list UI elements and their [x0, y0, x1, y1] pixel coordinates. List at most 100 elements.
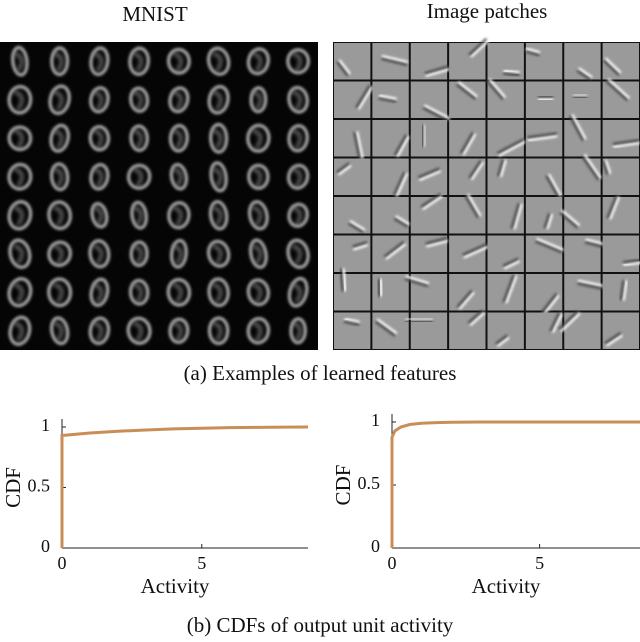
- patch-edge: [394, 172, 409, 197]
- feature-blob: [206, 239, 231, 268]
- feature-blob: [130, 200, 149, 230]
- feature-blob: [89, 86, 110, 114]
- patch-edge: [559, 311, 581, 333]
- patch-edge: [420, 192, 442, 208]
- patch-tile: [334, 312, 371, 349]
- cdf-line: [60, 425, 309, 548]
- patch-tile: [602, 274, 639, 311]
- patch-tile: [564, 197, 601, 234]
- feature-blob: [49, 162, 70, 192]
- patch-tile: [487, 158, 524, 195]
- y-tick-label: 0: [41, 536, 50, 556]
- patch-edge: [352, 241, 368, 248]
- patch-edge: [466, 193, 482, 218]
- feature-stroke: [212, 244, 222, 265]
- feature-blob: [129, 86, 150, 113]
- feature-stroke: [291, 244, 302, 265]
- patch-edge: [603, 159, 612, 175]
- patch-edge: [458, 291, 475, 310]
- patch-edge: [425, 239, 449, 248]
- patch-edge: [570, 114, 587, 141]
- patch-edge: [378, 94, 397, 101]
- patch-edge: [337, 163, 352, 176]
- patch-edge: [622, 258, 640, 264]
- feature-blob: [7, 199, 33, 231]
- patch-tile: [449, 274, 486, 311]
- patch-edge: [577, 67, 593, 79]
- patch-edge: [606, 195, 618, 219]
- feature-stroke: [291, 129, 302, 149]
- feature-stroke: [92, 321, 103, 342]
- feature-blob: [7, 125, 33, 152]
- feature-blob: [88, 125, 111, 152]
- patch-edge: [423, 104, 451, 121]
- feature-blob: [169, 162, 189, 191]
- feature-blob: [88, 239, 111, 269]
- y-tick-label: 0.5: [358, 473, 381, 493]
- feature-stroke: [92, 206, 103, 226]
- feature-stroke: [291, 90, 302, 111]
- patch-edge: [577, 279, 604, 288]
- patch-edge: [422, 107, 450, 123]
- patch-edge: [576, 69, 592, 81]
- patch-edge: [581, 155, 600, 181]
- feature-stroke: [172, 90, 183, 111]
- patch-edge: [352, 243, 368, 251]
- feature-stroke: [172, 321, 183, 342]
- patch-edge: [425, 67, 450, 78]
- panel-title: MNIST: [122, 2, 188, 26]
- feature-blob: [208, 199, 229, 231]
- feature-blob: [289, 317, 307, 345]
- patch-edge: [510, 202, 520, 229]
- patch-edge: [584, 241, 603, 248]
- feature-stroke: [172, 206, 183, 226]
- patch-tile: [525, 43, 563, 80]
- y-tick-label: 1: [41, 415, 50, 435]
- patch-tile: [334, 158, 371, 195]
- patch-edge: [503, 72, 520, 77]
- feature-blob: [166, 277, 192, 307]
- patch-edge: [344, 317, 360, 324]
- patch-edge: [525, 50, 540, 57]
- patch-edge: [582, 153, 602, 180]
- patch-tile: [487, 312, 524, 349]
- patch-edge: [421, 194, 443, 211]
- feature-stroke: [53, 206, 63, 226]
- x-tick-label: 5: [535, 553, 544, 573]
- feature-blob: [286, 48, 311, 75]
- feature-blob: [7, 277, 33, 308]
- feature-blob: [47, 200, 73, 231]
- patch-edge: [568, 115, 585, 142]
- cdf-line: [390, 420, 640, 548]
- feature-blob: [89, 162, 110, 191]
- feature-stroke: [251, 52, 262, 72]
- feature-stroke: [172, 129, 183, 149]
- patch-edge: [417, 167, 440, 179]
- y-axis-label: CDF: [1, 467, 25, 508]
- patch-edge: [612, 141, 640, 148]
- feature-blob: [11, 45, 29, 77]
- patch-edge: [336, 61, 349, 77]
- patch-edge: [503, 69, 520, 75]
- feature-blob: [90, 201, 109, 229]
- feature-blob: [246, 316, 271, 345]
- feature-stroke: [13, 283, 24, 303]
- patch-edge: [497, 158, 504, 177]
- patch-edge: [462, 243, 488, 256]
- patch-edge: [468, 160, 482, 179]
- x-axis-label: Activity: [141, 574, 210, 598]
- patch-edge: [623, 260, 640, 267]
- feature-blob: [246, 123, 271, 153]
- patch-edge: [612, 139, 640, 145]
- patch-edge: [456, 289, 473, 308]
- patch-tile: [334, 120, 371, 157]
- patch-edge: [486, 80, 504, 101]
- patch-tile: [334, 197, 371, 234]
- x-tick-label: 0: [388, 553, 397, 573]
- patch-edge: [619, 279, 625, 301]
- panel-title: Image patches: [427, 0, 548, 23]
- patch-edge: [525, 47, 541, 55]
- feature-blob: [246, 278, 271, 307]
- patch-edge: [545, 213, 554, 230]
